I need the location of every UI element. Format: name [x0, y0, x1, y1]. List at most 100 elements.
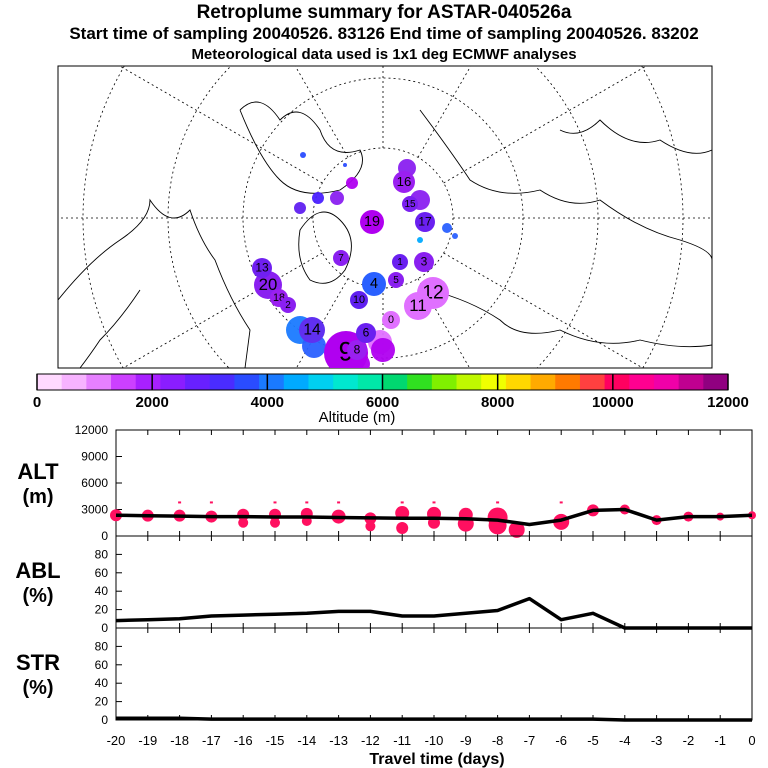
colorbar-segment	[234, 374, 260, 390]
cluster-label: 8	[354, 343, 361, 357]
colorbar-segment	[259, 374, 285, 390]
str-unit: (%)	[22, 677, 53, 699]
colorbar-segment	[86, 374, 112, 390]
colorbar-segment	[382, 374, 408, 390]
cluster-blob	[371, 338, 395, 362]
cluster-blob	[294, 202, 306, 214]
sampling-times: Start time of sampling 20040526. 83126 E…	[69, 24, 699, 43]
colorbar-segment	[37, 374, 63, 390]
colorbar-segment	[431, 374, 458, 390]
coastline-hudson-bay	[79, 289, 141, 368]
x-tick-label: -6	[555, 733, 567, 748]
cluster-label: 20	[259, 275, 278, 294]
colorbar-tick-label: 10000	[592, 394, 634, 411]
cluster-label: 4	[370, 276, 378, 292]
x-tick-label: -15	[266, 733, 285, 748]
colorbar-segment	[703, 374, 729, 390]
cluster-label: 10	[353, 294, 365, 306]
map-grid	[58, 66, 712, 368]
x-tick-label: -12	[361, 733, 380, 748]
colorbar-segment	[135, 374, 161, 390]
x-tick-label: -5	[587, 733, 599, 748]
cluster-blob	[452, 233, 458, 239]
coastline-europe	[429, 289, 712, 348]
altitude-upper-marker	[209, 501, 213, 504]
cluster-label: 19	[364, 214, 380, 230]
cluster-blob	[417, 237, 423, 243]
colorbar-segment	[160, 374, 186, 390]
meridian-line	[443, 252, 644, 368]
cluster-circle	[382, 311, 400, 329]
x-tick-label: -18	[170, 733, 189, 748]
abl-y-tick-label: 20	[95, 603, 109, 617]
colorbar-segment	[678, 374, 704, 390]
altitude-spread-marker	[508, 521, 525, 538]
cluster-circle	[360, 210, 384, 234]
cluster-blob	[312, 192, 324, 204]
str-series-line	[116, 716, 752, 722]
altitude-upper-marker	[559, 501, 563, 504]
str-y-tick-label: 60	[95, 658, 109, 672]
x-axis: -20 -19 -18 -17 -16 -15 -14 -13 -12 -11 -10 -9 -8 -7-…	[107, 733, 756, 748]
cluster-label: 17	[418, 215, 432, 229]
altitude-upper-marker	[305, 501, 309, 504]
str-label: STR	[16, 650, 60, 675]
str-y-tick-label: 80	[95, 639, 109, 653]
cluster-label: 2	[285, 300, 291, 311]
colorbar-segment	[111, 374, 137, 390]
altitude-upper-marker	[337, 501, 341, 504]
altitude-upper-marker	[273, 501, 277, 504]
cluster-label: 15	[404, 199, 416, 210]
alt-panel: 12000 9000 6000 3000 0 ALT(m)	[17, 423, 756, 543]
x-tick-label: -4	[619, 733, 631, 748]
cluster-circle	[252, 258, 272, 278]
colorbar-tick-label: 2000	[135, 394, 168, 411]
colorbar-segment	[456, 374, 482, 390]
cluster-circle	[414, 252, 434, 272]
abl-y-tick-label: 60	[95, 566, 109, 580]
colorbar-segment	[407, 374, 433, 390]
altitude-upper-marker	[432, 501, 436, 504]
x-tick-label: -17	[202, 733, 221, 748]
cluster-label: 0	[388, 314, 394, 326]
alt-unit: (m)	[22, 486, 53, 508]
colorbar-segment	[209, 374, 235, 390]
alt-y-tick-label: 9000	[81, 450, 108, 464]
colorbar-segment	[61, 374, 87, 390]
cluster-circle	[392, 254, 408, 270]
x-tick-label: -16	[234, 733, 253, 748]
cluster-label: 6	[363, 326, 370, 340]
abl-unit: (%)	[22, 585, 53, 607]
str-y-tick-label: 0	[101, 713, 108, 727]
colorbar-tick-label: 8000	[481, 394, 514, 411]
coastline-siberia	[419, 109, 712, 261]
colorbar-segment	[579, 374, 606, 390]
cluster-label: 16	[397, 174, 412, 189]
colorbar-segment	[481, 374, 507, 390]
colorbar-tick-label: 0	[33, 394, 41, 411]
cluster-circle	[404, 292, 432, 320]
altitude-upper-marker	[178, 501, 182, 504]
x-tick-label: -20	[107, 733, 126, 748]
altitude-spread-marker	[270, 517, 280, 528]
alt-label: ALT	[17, 459, 59, 484]
str-y-tick-label: 40	[95, 676, 109, 690]
colorbar-tick-label: 4000	[251, 394, 284, 411]
alt-y-tick-label: 6000	[81, 476, 108, 490]
coastline-greenland	[239, 101, 363, 194]
colorbar-segment	[629, 374, 655, 390]
altitude-spread-marker	[238, 517, 249, 528]
cluster-circle	[347, 340, 367, 360]
abl-panel: 80 60 40 20 0 ABL(%)	[15, 535, 753, 635]
cluster-label: 7	[338, 253, 344, 264]
x-tick-label: -19	[138, 733, 157, 748]
colorbar-segment	[333, 374, 359, 390]
x-tick-label: -8	[492, 733, 504, 748]
cluster-circle	[393, 171, 415, 193]
x-tick-label: -2	[683, 733, 695, 748]
colorbar-segment	[530, 374, 556, 390]
cluster-circle	[356, 323, 376, 343]
altitude-upper-marker	[400, 501, 404, 504]
